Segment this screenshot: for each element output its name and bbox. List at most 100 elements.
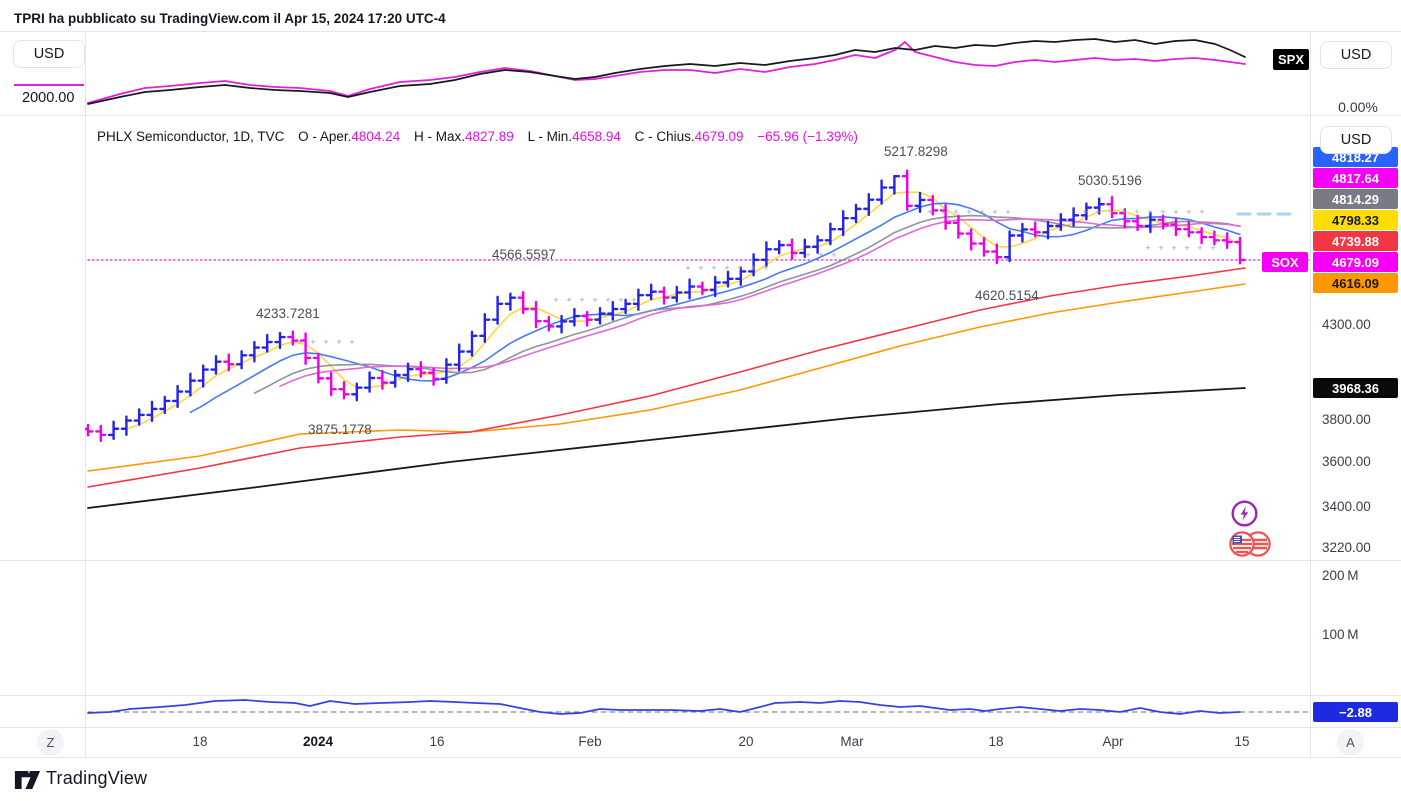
svg-text:+: + — [1186, 207, 1191, 217]
compare-percent-label: 0.00% — [1320, 99, 1396, 115]
price-annotation: 4566.5597 — [492, 247, 556, 262]
axis-tick: 3800.00 — [1322, 412, 1398, 427]
left-scale-price: 2000.00 — [22, 90, 74, 106]
symbol-legend[interactable]: PHLX Semiconductor, 1D, TVC O - Aper.480… — [97, 129, 858, 144]
svg-text:+: + — [579, 295, 584, 305]
svg-text:+: + — [685, 263, 690, 273]
price-chip: −2.88 — [1313, 702, 1398, 722]
axis-tick: 3400.00 — [1322, 499, 1398, 514]
axis-tick: 200 M — [1322, 568, 1398, 583]
svg-text:+: + — [966, 207, 971, 217]
price-chip: 4616.09 — [1313, 273, 1398, 293]
time-label: 16 — [429, 734, 444, 749]
svg-text:+: + — [1160, 207, 1165, 217]
price-annotation: 3875.1778 — [308, 422, 372, 437]
svg-text:+: + — [940, 207, 945, 217]
divider — [0, 727, 1401, 728]
svg-text:+: + — [818, 250, 823, 260]
right-scale-divider — [1310, 31, 1311, 757]
svg-text:+: + — [1108, 207, 1113, 217]
time-label: 20 — [738, 734, 753, 749]
pane-divider[interactable] — [0, 560, 1401, 561]
svg-text:+: + — [1199, 207, 1204, 217]
svg-text:+: + — [737, 263, 742, 273]
high-value: 4827.89 — [465, 129, 514, 144]
sox-series-badge[interactable]: SOX — [1262, 252, 1308, 272]
time-label: Feb — [578, 734, 601, 749]
svg-text:+: + — [979, 207, 984, 217]
close-value: 4679.09 — [695, 129, 744, 144]
divider — [0, 757, 1401, 758]
price-chip: 4817.64 — [1313, 168, 1398, 188]
price-chip: 4798.33 — [1313, 210, 1398, 230]
low-value: 4658.94 — [572, 129, 621, 144]
price-chip: 4679.09 — [1313, 252, 1398, 272]
svg-text:+: + — [927, 207, 932, 217]
right-top-currency-button[interactable]: USD — [1320, 41, 1392, 69]
axis-tick: 100 M — [1322, 627, 1398, 642]
svg-text:+: + — [1082, 207, 1087, 217]
axis-tick: 4300.00 — [1322, 317, 1398, 332]
high-label: H - Max. — [414, 129, 465, 144]
time-label: 15 — [1234, 734, 1249, 749]
tradingview-logo-icon[interactable] — [14, 769, 41, 791]
price-chip: 4814.29 — [1313, 189, 1398, 209]
price-annotation: 4233.7281 — [256, 306, 320, 321]
svg-text:+: + — [805, 250, 810, 260]
open-label: O - Aper. — [298, 129, 351, 144]
svg-text:+: + — [323, 337, 328, 347]
svg-text:+: + — [724, 263, 729, 273]
compare-pane-canvas[interactable] — [85, 31, 1310, 115]
compare-series-underline — [14, 84, 84, 86]
svg-text:+: + — [711, 263, 716, 273]
svg-text:+: + — [750, 263, 755, 273]
svg-text:+: + — [1147, 207, 1152, 217]
svg-text:+: + — [1121, 207, 1126, 217]
price-chip: 4739.88 — [1313, 231, 1398, 251]
axis-tick: 3220.00 — [1322, 540, 1398, 555]
time-label: 18 — [988, 734, 1003, 749]
svg-text:+: + — [1171, 243, 1176, 253]
svg-text:+: + — [297, 337, 302, 347]
svg-text:+: + — [831, 250, 836, 260]
spx-series-badge[interactable]: SPX — [1273, 49, 1309, 70]
svg-text:+: + — [1095, 207, 1100, 217]
lightning-icon[interactable] — [1231, 500, 1258, 527]
svg-text:+: + — [310, 337, 315, 347]
svg-text:+: + — [336, 337, 341, 347]
svg-text:+: + — [1134, 207, 1139, 217]
svg-text:+: + — [566, 295, 571, 305]
price-annotation: 5217.8298 — [884, 144, 948, 159]
publish-attribution: TPRI ha pubblicato su TradingView.com il… — [14, 11, 446, 26]
auto-scale-a-button[interactable]: A — [1337, 729, 1364, 756]
svg-text:+: + — [605, 295, 610, 305]
svg-text:+: + — [631, 295, 636, 305]
left-currency-button[interactable]: USD — [13, 40, 85, 68]
time-label: Mar — [840, 734, 863, 749]
svg-text:+: + — [792, 250, 797, 260]
svg-text:+: + — [618, 295, 623, 305]
price-chip: 3968.36 — [1313, 378, 1398, 398]
svg-text:+: + — [1173, 207, 1178, 217]
us-flag-icon[interactable] — [1228, 530, 1274, 558]
open-value: 4804.24 — [351, 129, 400, 144]
price-annotation: 4620.5154 — [975, 288, 1039, 303]
change-value: −65.96 (−1.39%) — [757, 129, 858, 144]
svg-text:+: + — [553, 295, 558, 305]
svg-text:+: + — [1197, 243, 1202, 253]
time-label: 2024 — [303, 734, 333, 749]
svg-text:+: + — [1005, 207, 1010, 217]
svg-text:+: + — [953, 207, 958, 217]
price-annotation: 5030.5196 — [1078, 173, 1142, 188]
svg-text:+: + — [992, 207, 997, 217]
right-main-currency-button[interactable]: USD — [1320, 126, 1392, 154]
tradingview-logo-text[interactable]: TradingView — [46, 768, 147, 789]
svg-text:+: + — [763, 263, 768, 273]
timeframe-z-button[interactable]: Z — [37, 729, 64, 756]
time-label: 18 — [192, 734, 207, 749]
symbol-title[interactable]: PHLX Semiconductor, 1D, TVC — [97, 129, 284, 144]
svg-text:+: + — [349, 337, 354, 347]
oscillator-pane-canvas[interactable] — [85, 695, 1310, 727]
svg-text:+: + — [592, 295, 597, 305]
low-label: L - Min. — [528, 129, 573, 144]
